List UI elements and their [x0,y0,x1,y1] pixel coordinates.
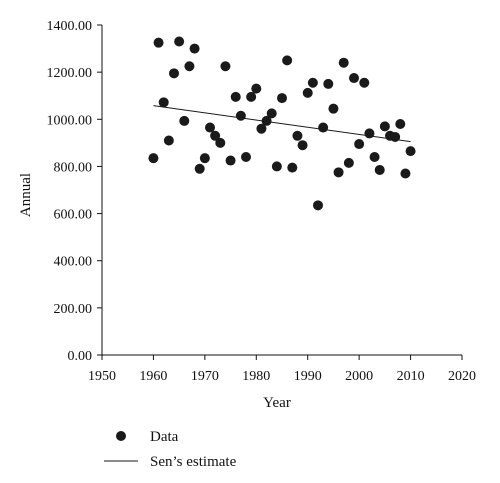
x-tick-label: 2010 [397,369,425,384]
data-point [313,200,323,211]
data-point [225,155,236,166]
data-point [307,77,318,88]
data-point [148,153,159,164]
data-point [189,43,200,54]
data-point [400,168,411,179]
x-axis-ticks: 1950 1960 1970 1980 1990 2000 2010 2020 [88,355,476,384]
data-point [318,122,329,133]
x-tick-label: 1970 [191,369,219,384]
data-point [333,167,344,178]
x-tick-label: 1960 [139,369,167,384]
data-point [158,97,169,108]
legend-label-trend: Sen’s estimate [150,454,237,470]
data-point [230,91,241,102]
data-point [246,91,257,102]
data-point [405,146,416,157]
data-point [215,137,226,148]
data-point [379,121,390,132]
data-point [359,77,370,88]
data-point [349,73,359,84]
data-point [354,139,365,150]
data-point [328,103,339,114]
data-point [271,161,282,172]
data-points-layer [148,36,416,211]
legend-label-data: Data [150,429,179,445]
x-tick-label: 2020 [448,369,476,384]
y-tick-label: 200.00 [54,302,93,317]
data-point [179,115,190,126]
legend-marker-data [116,431,126,441]
legend: Data Sen’s estimate [104,429,237,470]
y-tick-label: 800.00 [54,160,93,175]
data-point [184,61,195,72]
data-point [343,157,354,168]
x-tick-label: 1950 [88,369,116,384]
data-point [235,110,246,121]
data-point [266,108,277,119]
data-point [261,115,272,126]
data-point [205,122,215,133]
data-point [323,78,334,89]
x-tick-label: 1990 [294,369,322,384]
y-tick-label: 1000.00 [47,113,93,128]
data-point [251,83,262,94]
y-tick-label: 400.00 [54,255,93,270]
data-point [169,68,179,79]
y-tick-label: 0.00 [68,349,93,364]
data-point [338,57,349,68]
x-tick-label: 2000 [345,369,373,384]
data-point [292,130,303,141]
y-axis-title: Annual [18,173,34,217]
y-axis-ticks: 0.00 200.00 400.00 600.00 800.00 1000.00 1200.… [47,19,102,364]
data-point [364,128,375,139]
data-point [277,93,287,104]
data-point [163,135,174,146]
data-point [153,37,164,48]
y-tick-label: 1200.00 [47,66,93,81]
data-point [287,162,298,173]
x-tick-label: 1980 [242,369,270,384]
data-point [194,163,205,174]
data-point [369,152,380,162]
data-point [174,36,185,47]
data-point [220,61,231,72]
y-tick-label: 600.00 [54,208,93,223]
data-point [374,164,385,175]
data-point [302,87,313,98]
data-point [395,119,406,129]
x-axis-title: Year [263,395,291,411]
data-point [256,123,267,134]
y-tick-label: 1400.00 [47,19,93,34]
data-point [199,153,210,164]
data-point [390,131,401,142]
data-point [241,152,251,162]
data-point [210,130,221,141]
data-point [297,140,308,151]
data-point [282,55,293,66]
